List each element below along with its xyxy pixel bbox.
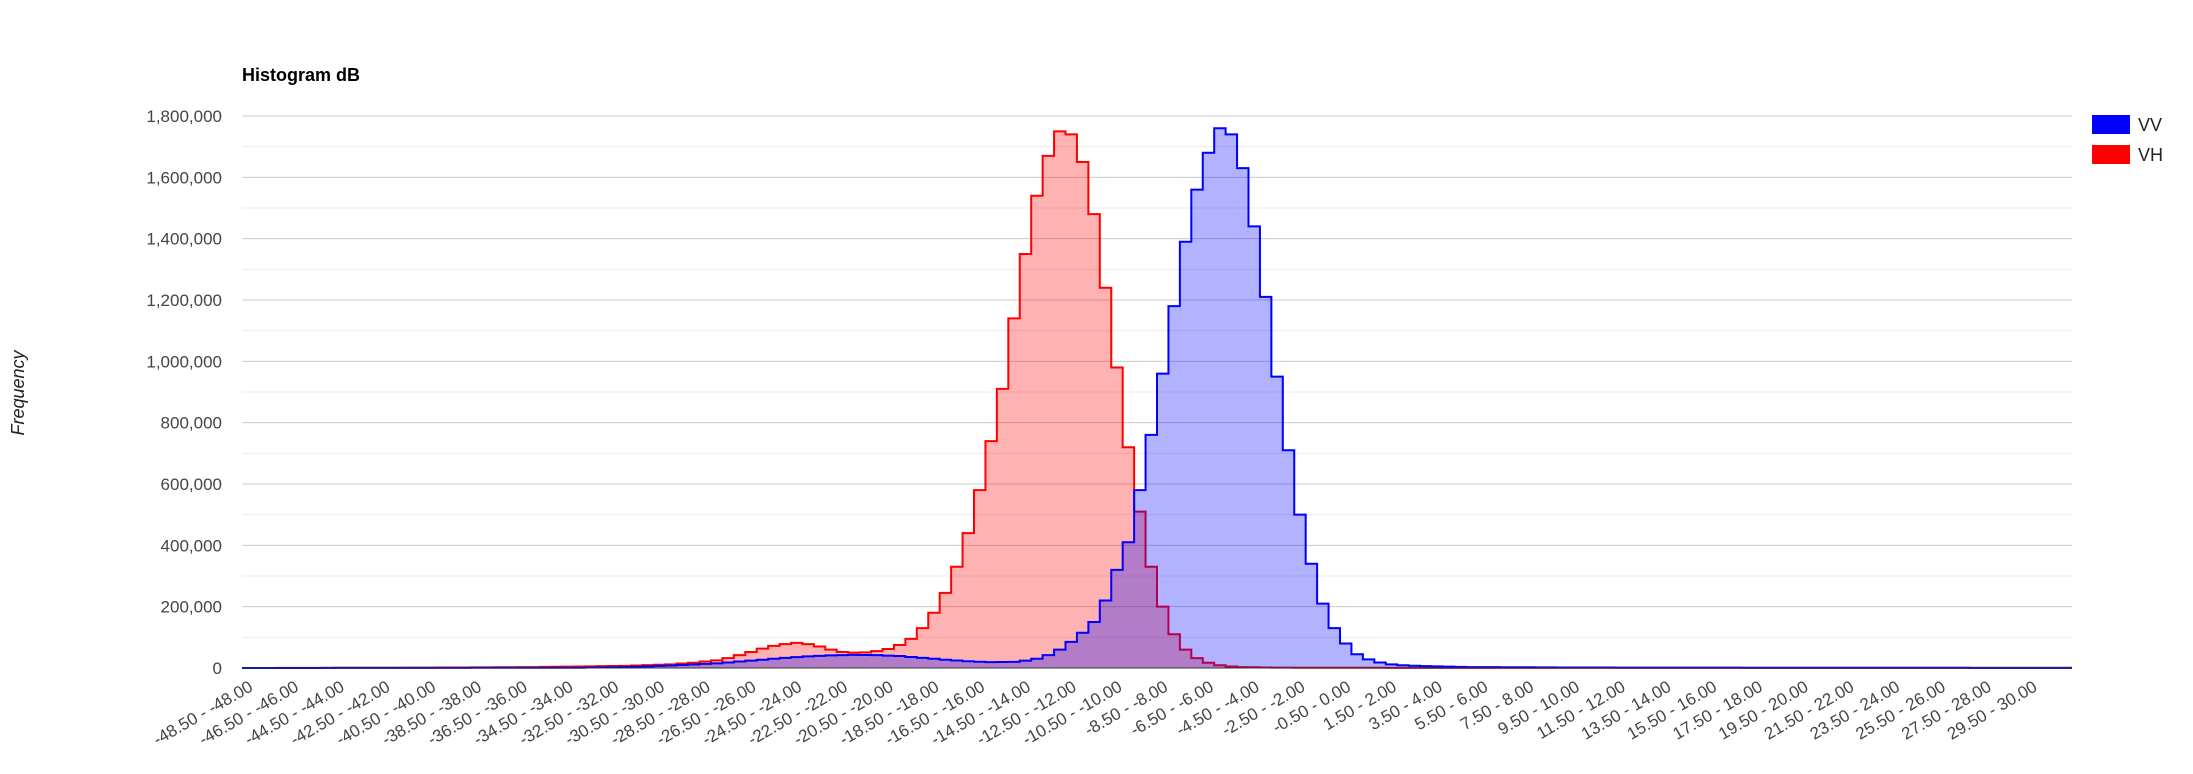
y-tick-label: 1,600,000 xyxy=(146,168,222,187)
y-tick-label: 1,200,000 xyxy=(146,291,222,310)
y-tick-label: 0 xyxy=(213,659,222,678)
gridlines xyxy=(242,115,2072,638)
legend-label-vv: VV xyxy=(2138,115,2162,135)
y-tick-label: 800,000 xyxy=(161,414,222,433)
y-axis-ticks: 0 200,000 400,000 600,000 800,000 1,000,000 1,… xyxy=(146,107,222,678)
y-axis-label: Frequency xyxy=(8,349,28,435)
chart-title: Histogram dB xyxy=(242,65,360,85)
x-axis-ticks: -48.50 - -48.00-46.50 - -46.00-44.50 - -… xyxy=(150,677,2040,749)
legend-label-vh: VH xyxy=(2138,145,2163,165)
y-tick-label: 1,800,000 xyxy=(146,107,222,126)
legend: VV VH xyxy=(2092,115,2163,165)
y-tick-label: 600,000 xyxy=(161,475,222,494)
y-tick-label: 400,000 xyxy=(161,536,222,555)
y-tick-label: 200,000 xyxy=(161,598,222,617)
legend-swatch-vv xyxy=(2092,115,2130,134)
series-layer xyxy=(242,127,2072,669)
legend-swatch-vh xyxy=(2092,145,2130,164)
y-tick-label: 1,000,000 xyxy=(146,352,222,371)
y-tick-label: 1,400,000 xyxy=(146,230,222,249)
